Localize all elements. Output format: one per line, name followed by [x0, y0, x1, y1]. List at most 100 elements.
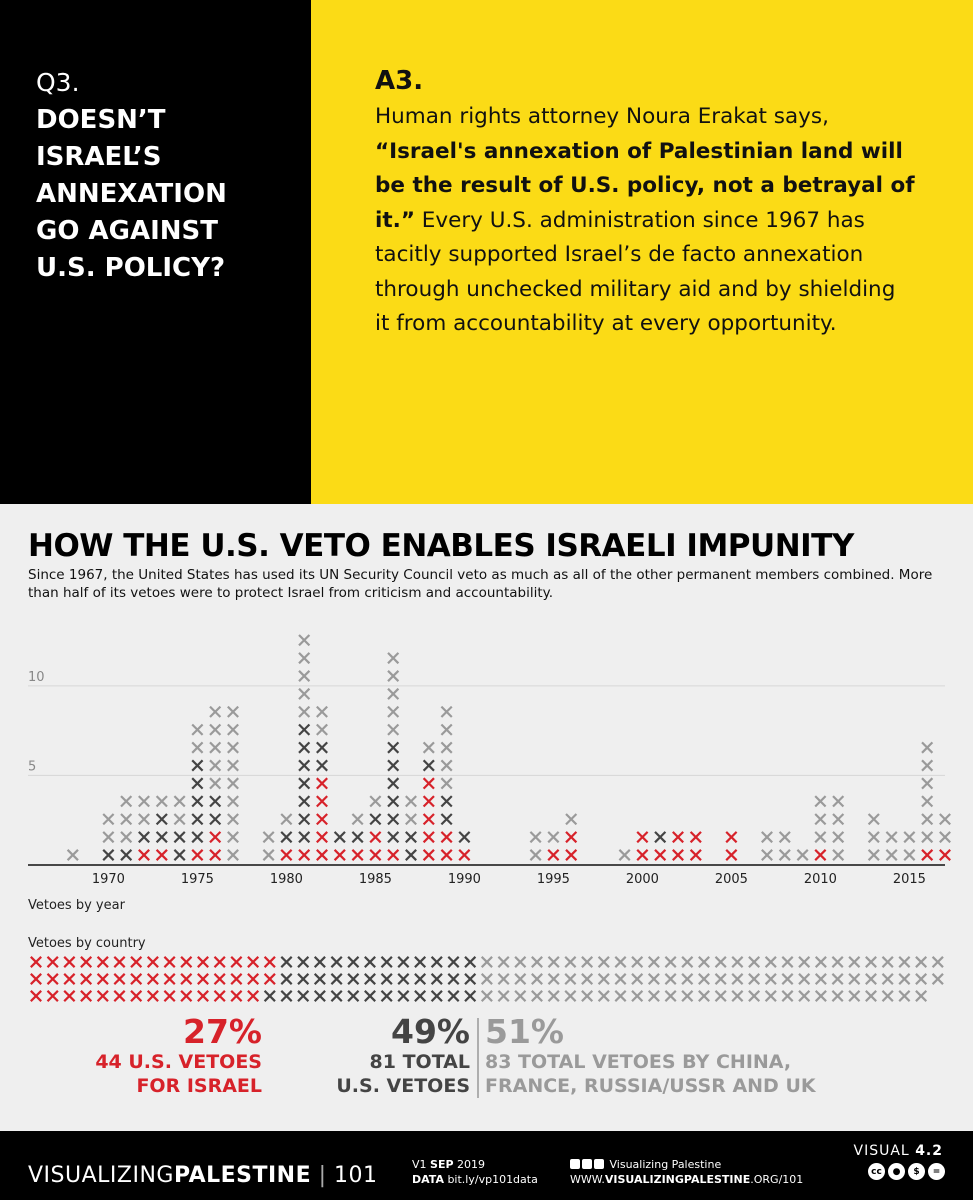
country-mark-us-other	[347, 973, 360, 985]
mark-us-other	[120, 849, 133, 861]
country-mark-others	[848, 956, 861, 968]
mark-others	[387, 723, 400, 736]
question-panel: Q3. DOESN’T ISRAEL’S ANNEXATION GO AGAIN…	[0, 0, 311, 504]
country-mark-others	[698, 956, 710, 968]
mark-others	[832, 831, 845, 844]
cc-icon: cc	[868, 1163, 885, 1180]
mark-us-israel	[138, 849, 150, 861]
mark-us-other	[387, 813, 400, 826]
mark-others	[921, 795, 934, 808]
mark-others	[440, 741, 453, 754]
mark-others	[440, 759, 453, 772]
site-link[interactable]: WWW.VISUALIZINGPALESTINE.ORG/101	[570, 1172, 803, 1187]
mark-others	[939, 831, 951, 844]
country-mark-others	[531, 973, 543, 985]
mark-others	[280, 813, 293, 826]
country-rows-label: Vetoes by country	[28, 936, 146, 951]
mark-others	[761, 831, 773, 844]
mark-others	[921, 777, 934, 790]
mark-us-israel	[672, 849, 684, 861]
country-mark-us-israel	[230, 973, 243, 985]
country-mark-others	[798, 956, 811, 968]
mark-others	[191, 741, 204, 754]
y-tick-label: 5	[28, 759, 36, 774]
country-mark-us-other	[380, 956, 393, 968]
country-mark-others	[597, 990, 610, 1002]
mark-us-other	[280, 831, 293, 844]
data-prefix: DATA	[412, 1173, 444, 1186]
mark-others	[66, 849, 79, 861]
answer-intro: Human rights attorney Noura Erakat says,	[375, 104, 829, 129]
country-mark-others	[681, 990, 694, 1002]
country-mark-us-other	[414, 973, 427, 985]
data-url-link[interactable]: bit.ly/vp101data	[447, 1173, 538, 1186]
country-mark-us-other	[297, 973, 310, 985]
mark-us-israel	[725, 849, 738, 861]
country-mark-us-israel	[197, 990, 209, 1002]
country-mark-others	[798, 973, 811, 985]
country-mark-others	[814, 956, 827, 968]
mark-us-other	[405, 831, 417, 844]
country-mark-others	[597, 973, 610, 985]
mark-us-israel	[814, 849, 827, 861]
version-prefix: V1	[412, 1158, 427, 1171]
mark-others	[262, 831, 275, 844]
country-mark-us-other	[330, 990, 343, 1002]
country-mark-us-other	[280, 973, 293, 985]
country-mark-others	[831, 973, 844, 985]
mark-others	[227, 759, 239, 772]
country-mark-others	[714, 956, 727, 968]
x-tick-label: 2000	[626, 872, 659, 887]
country-mark-us-other	[464, 956, 477, 968]
country-mark-others	[814, 973, 827, 985]
country-mark-others	[547, 990, 560, 1002]
stat-israel-pct: 27%	[183, 1012, 262, 1051]
mark-others	[316, 723, 328, 736]
mark-others	[778, 849, 791, 861]
visual-tag: VISUAL 4.2	[854, 1143, 943, 1159]
country-mark-us-other	[430, 973, 443, 985]
stat-israel-line1: 44 U.S. VETOES	[95, 1051, 262, 1073]
country-mark-us-israel	[113, 990, 126, 1002]
country-mark-us-israel	[46, 990, 59, 1002]
country-mark-others	[581, 973, 594, 985]
chart-title: HOW THE U.S. VETO ENABLES ISRAELI IMPUNI…	[28, 528, 854, 564]
country-mark-others	[597, 956, 610, 968]
footer: VISUALIZINGPALESTINE | 101 V1 SEP 2019 D…	[0, 1131, 973, 1200]
mark-others	[209, 741, 222, 754]
instagram-icon[interactable]	[570, 1159, 580, 1169]
mark-us-other	[155, 831, 168, 844]
stat-others-pct: 51%	[485, 1012, 564, 1051]
country-mark-others	[497, 973, 510, 985]
mark-us-other	[191, 795, 204, 808]
mark-others	[298, 705, 311, 718]
country-mark-us-other	[313, 956, 326, 968]
mark-us-israel	[636, 831, 649, 844]
country-mark-us-other	[330, 973, 343, 985]
stat-others-line1: 83 TOTAL VETOES BY CHINA,	[485, 1051, 792, 1073]
mark-us-israel	[316, 831, 328, 844]
mark-others	[778, 831, 791, 844]
mark-us-other	[440, 795, 453, 808]
mark-us-israel	[689, 831, 702, 844]
country-mark-us-israel	[263, 956, 276, 968]
mark-us-israel	[316, 813, 328, 826]
question-line: GO AGAINST	[36, 216, 218, 246]
twitter-icon[interactable]	[582, 1159, 592, 1169]
mark-us-other	[387, 741, 400, 754]
country-mark-others	[614, 956, 627, 968]
mark-others	[529, 831, 542, 844]
country-mark-others	[781, 956, 794, 968]
facebook-icon[interactable]	[594, 1159, 604, 1169]
mark-us-other	[387, 777, 400, 790]
x-tick-label: 1990	[448, 872, 481, 887]
mark-others	[565, 813, 578, 826]
mark-us-israel	[654, 849, 667, 861]
country-mark-others	[647, 990, 660, 1002]
x-tick-label: 1980	[270, 872, 303, 887]
country-mark-us-israel	[96, 990, 109, 1002]
x-tick-label: 2015	[893, 872, 926, 887]
mark-others	[191, 723, 204, 736]
mark-others	[209, 759, 222, 772]
y-axis: 5 10	[28, 670, 45, 775]
